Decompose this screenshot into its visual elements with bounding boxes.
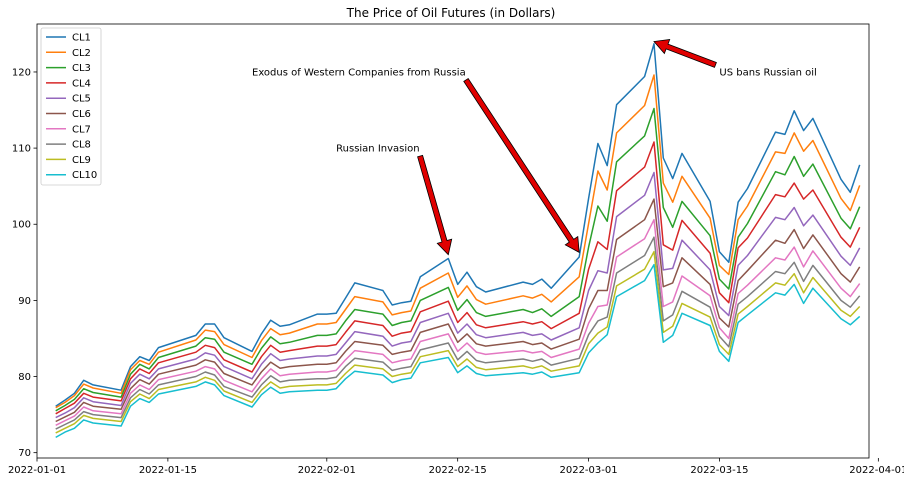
x-tick-label: 2022-03-01 (559, 465, 617, 476)
series-line-cl3 (55, 107, 861, 412)
legend-label: CL4 (72, 78, 91, 89)
annotation-arrow (653, 39, 717, 68)
series-line-cl5 (55, 171, 861, 419)
x-tick-label: 2022-02-01 (298, 465, 356, 476)
y-tick-label: 100 (12, 220, 31, 231)
x-tick-label: 2022-01-15 (139, 465, 197, 476)
legend-label: CL9 (72, 155, 91, 166)
series-line-cl9 (55, 250, 861, 434)
plot-frame (36, 23, 870, 459)
series-line-cl10 (55, 263, 861, 439)
y-tick-label: 90 (18, 296, 31, 307)
annotation-label: Russian Invasion (336, 144, 419, 155)
legend-label: CL3 (72, 63, 91, 74)
series-line-cl4 (55, 141, 861, 415)
y-tick-label: 80 (18, 372, 31, 383)
y-tick-label: 110 (12, 144, 31, 155)
y-tick-label: 70 (18, 448, 31, 459)
legend-label: CL7 (72, 124, 91, 135)
annotation-arrow (417, 154, 453, 256)
series-line-cl8 (55, 236, 861, 430)
series-line-cl7 (55, 218, 861, 426)
legend-label: CL10 (72, 170, 97, 181)
plot-area: 2022-01-01 2022-01-15 2022-02-01 2022-02-15… (8, 23, 904, 476)
x-tick-label: 2022-01-01 (8, 465, 66, 476)
annotation-label: Exodus of Western Companies from Russia (252, 67, 466, 78)
x-tick-label: 2022-04-01 (849, 465, 904, 476)
chart-title: The Price of Oil Futures (in Dollars) (346, 6, 556, 20)
legend-label: CL6 (72, 109, 91, 120)
legend-label: CL1 (72, 33, 91, 44)
series-line-cl1 (55, 43, 861, 407)
annotation-arrow (463, 77, 580, 254)
legend-label: CL8 (72, 140, 91, 151)
x-tick-label: 2022-03-15 (690, 465, 748, 476)
x-tick-label: 2022-02-15 (429, 465, 487, 476)
y-tick-label: 120 (12, 67, 31, 78)
legend: CL1 CL2 CL3 CL4 CL5 CL6 CL7 CL8 CL9 CL10 (40, 27, 102, 186)
series-line-cl2 (55, 74, 861, 409)
legend-label: CL5 (72, 94, 91, 105)
legend-label: CL2 (72, 48, 91, 59)
annotation-label: US bans Russian oil (719, 67, 816, 78)
series-line-cl6 (55, 198, 861, 423)
